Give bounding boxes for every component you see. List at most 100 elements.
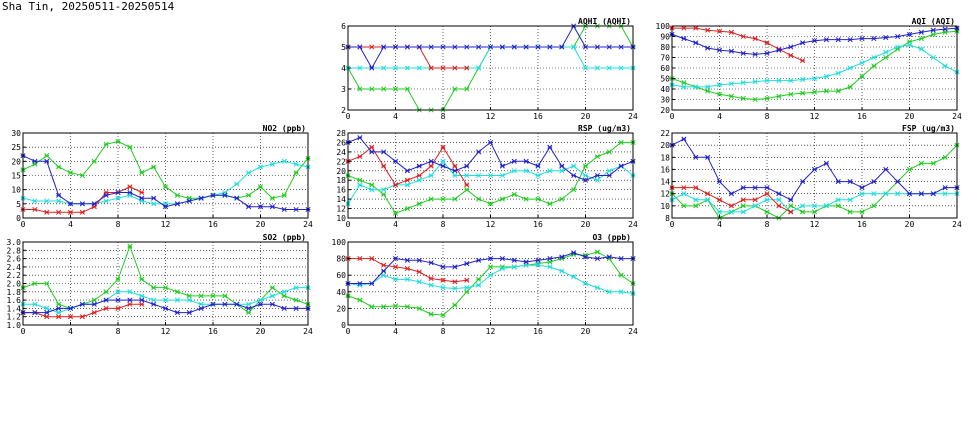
y-tick-label: 4: [341, 64, 346, 73]
data-point-day4: [139, 195, 145, 201]
data-point-day1: [139, 170, 145, 176]
x-tick-label: 16: [208, 327, 218, 336]
data-point-day4: [618, 44, 624, 50]
data-point-day4: [942, 26, 948, 32]
data-point-day4: [139, 297, 145, 303]
data-point-day4: [44, 158, 50, 164]
data-point-day4: [381, 149, 387, 155]
data-point-day4: [369, 65, 375, 71]
data-point-day3: [440, 144, 446, 150]
data-point-day2: [693, 84, 699, 90]
series-line-day2: [347, 160, 634, 205]
data-point-day2: [942, 63, 948, 69]
data-point-day4: [606, 172, 612, 179]
data-point-day1: [257, 184, 264, 190]
data-point-day2: [404, 276, 410, 282]
y-tick-label: 10: [336, 214, 346, 223]
data-point-day4: [716, 47, 723, 53]
chart-o3: 0 4 8 12 16 20 24 0 20 40 60 80 100 O3 (ppb): [332, 233, 638, 336]
data-point-day1: [404, 86, 410, 92]
data-point-day4: [800, 40, 806, 46]
data-point-day4: [222, 192, 228, 198]
data-point-day4: [246, 204, 252, 210]
data-point-day2: [582, 65, 589, 71]
data-point-day1: [381, 191, 387, 197]
data-point-day4: [930, 191, 936, 197]
data-point-day4: [918, 191, 924, 197]
data-point-day4: [883, 166, 889, 172]
data-point-day1: [174, 289, 180, 295]
x-tick-label: 0: [346, 112, 351, 121]
data-point-day4: [487, 44, 494, 50]
data-point-day4: [776, 47, 782, 53]
data-point-day2: [476, 65, 482, 71]
data-point-day2: [464, 172, 470, 179]
data-point-day4: [906, 31, 913, 37]
data-point-day2: [859, 191, 865, 197]
y-tick-label: 80: [336, 255, 346, 264]
data-point-day4: [32, 309, 38, 316]
data-point-day2: [800, 76, 806, 83]
data-point-day2: [716, 209, 723, 215]
x-tick-label: 16: [533, 112, 543, 121]
y-tick-label: 3: [341, 85, 346, 94]
x-tick-label: 12: [486, 112, 496, 121]
y-tick-label: 8: [665, 214, 670, 223]
data-point-day1: [246, 192, 252, 198]
data-point-day3: [115, 305, 121, 311]
data-point-day2: [115, 289, 121, 295]
data-point-day4: [452, 168, 458, 174]
data-point-day4: [523, 158, 529, 164]
x-tick-label: 8: [765, 112, 770, 121]
data-point-day3: [103, 305, 109, 311]
y-tick-label: 0: [16, 214, 21, 223]
data-point-day1: [930, 160, 936, 166]
data-point-day1: [582, 163, 589, 169]
data-point-day2: [764, 197, 770, 203]
data-point-day1: [452, 86, 458, 92]
data-point-day4: [487, 256, 494, 262]
y-tick-label: 22: [336, 157, 346, 166]
y-tick-label: 16: [660, 165, 670, 174]
x-tick-label: 12: [486, 220, 496, 229]
data-point-day4: [381, 268, 387, 274]
x-tick-label: 0: [21, 327, 26, 336]
data-point-day3: [764, 191, 770, 197]
data-point-day3: [369, 144, 375, 150]
x-tick-label: 0: [670, 220, 675, 229]
data-point-day4: [269, 301, 275, 307]
data-point-day4: [428, 158, 434, 164]
data-point-day3: [56, 314, 62, 320]
x-tick-label: 24: [628, 327, 638, 336]
data-point-day2: [487, 272, 494, 278]
data-point-day2: [523, 168, 529, 174]
x-tick-label: 20: [905, 220, 915, 229]
data-point-day4: [681, 36, 687, 42]
data-point-day4: [693, 40, 699, 46]
y-tick-label: 60: [660, 64, 670, 73]
data-point-day2: [186, 297, 192, 303]
data-point-day4: [416, 163, 422, 169]
data-point-day2: [776, 78, 782, 84]
data-point-day4: [752, 185, 758, 191]
chart-title: AQI (AQI): [912, 17, 955, 26]
y-tick-label: 2.0: [7, 280, 22, 289]
x-tick-label: 12: [486, 327, 496, 336]
data-point-day4: [740, 50, 746, 56]
data-point-day3: [788, 52, 794, 58]
data-point-day4: [942, 185, 948, 191]
data-point-day4: [416, 257, 422, 263]
data-point-day4: [594, 172, 600, 179]
data-point-day4: [511, 158, 517, 164]
data-point-day1: [847, 209, 853, 215]
y-tick-label: 2.4: [7, 263, 22, 272]
data-point-day1: [246, 309, 252, 316]
y-tick-label: 10: [11, 186, 21, 195]
data-point-day1: [476, 276, 482, 282]
data-point-day4: [115, 189, 121, 196]
data-point-day3: [381, 262, 387, 268]
data-point-day2: [127, 289, 133, 295]
x-tick-label: 20: [905, 112, 915, 121]
data-point-day2: [499, 266, 505, 272]
